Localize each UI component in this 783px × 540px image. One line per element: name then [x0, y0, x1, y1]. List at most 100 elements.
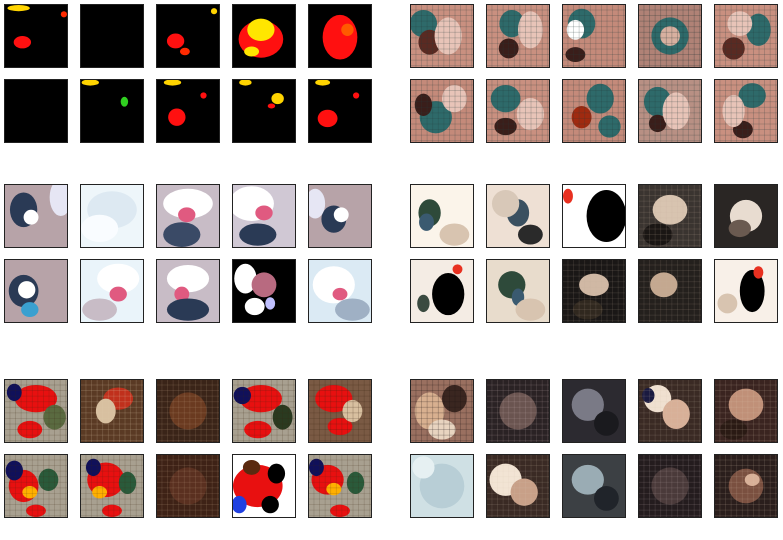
sample-image [563, 80, 625, 142]
sample-tile [410, 79, 474, 143]
color-blob [342, 399, 363, 423]
sample-image [5, 80, 67, 142]
color-blob [728, 219, 751, 238]
sample-image [563, 188, 625, 243]
sample-tile [156, 259, 220, 323]
color-blob [341, 23, 354, 36]
sample-tile [156, 454, 220, 518]
color-blob [163, 188, 213, 219]
color-blob [510, 478, 538, 506]
color-blob [22, 486, 38, 499]
color-blob [728, 388, 764, 421]
color-blob [335, 298, 370, 321]
sample-tile [562, 379, 626, 443]
sample-tile [4, 4, 68, 68]
sample-tile [156, 379, 220, 443]
sample-image [157, 380, 219, 442]
sample-tile [156, 4, 220, 68]
sample-image [8, 274, 39, 318]
color-blob [642, 388, 655, 403]
color-blob [166, 298, 210, 321]
color-blob [327, 417, 353, 436]
color-blob [586, 189, 625, 243]
sample-tile [714, 79, 778, 143]
sample-image [563, 5, 625, 67]
sample-image [487, 455, 549, 517]
color-blob [727, 11, 753, 36]
sample-tile [562, 259, 626, 323]
color-blob [442, 384, 467, 413]
sample-tile [714, 4, 778, 68]
color-blob [499, 9, 525, 38]
sample-tile [486, 79, 550, 143]
color-blob [746, 13, 771, 46]
sample-tile [232, 4, 296, 68]
sample-tile [232, 184, 296, 248]
sample-tile [638, 4, 702, 68]
sample-image [239, 80, 284, 109]
color-blob [717, 293, 738, 314]
color-blob [178, 207, 196, 223]
sample-image [238, 18, 284, 58]
color-blob [244, 297, 265, 316]
sample-tile [714, 454, 778, 518]
color-blob [414, 392, 445, 430]
color-blob [239, 384, 282, 413]
color-blob [261, 495, 279, 514]
color-blob [518, 224, 543, 245]
color-blob [120, 96, 129, 107]
sample-tile [410, 4, 474, 68]
sample-tile [80, 454, 144, 518]
sample-tile [80, 4, 144, 68]
sample-tile [638, 379, 702, 443]
sample-tile [308, 4, 372, 68]
sample-tile [410, 454, 474, 518]
sample-tile [638, 79, 702, 143]
color-blob [579, 273, 609, 296]
color-blob [317, 109, 338, 128]
sample-image [411, 5, 473, 67]
sample-image [233, 380, 295, 442]
color-blob [571, 464, 604, 495]
color-blob [244, 46, 260, 57]
sample-image [81, 5, 143, 67]
color-blob [200, 92, 207, 99]
color-blob [571, 106, 592, 129]
sample-tile [80, 79, 144, 143]
color-blob [166, 264, 210, 293]
color-blob [81, 80, 99, 86]
color-blob [309, 458, 324, 477]
color-blob [271, 93, 284, 105]
color-blob [168, 108, 186, 126]
sample-tile [486, 259, 550, 323]
sample-tile [232, 259, 296, 323]
color-blob [81, 214, 119, 243]
sample-image [9, 185, 67, 228]
sample-image [309, 188, 349, 233]
sample-image [5, 455, 67, 517]
color-blob [662, 92, 690, 130]
sample-tile [232, 379, 296, 443]
sample-tile [714, 259, 778, 323]
color-blob [648, 114, 667, 133]
sample-image [715, 80, 777, 142]
color-blob [315, 384, 353, 413]
color-blob [572, 299, 603, 320]
sample-image [315, 80, 360, 128]
color-blob [255, 205, 273, 221]
sample-tile [410, 259, 474, 323]
sample-tile [714, 184, 778, 248]
sample-image [157, 455, 219, 517]
color-blob [563, 188, 573, 204]
color-blob [21, 302, 39, 318]
sample-tile [232, 454, 296, 518]
sample-tile [486, 454, 550, 518]
color-blob [239, 80, 252, 86]
color-blob [239, 223, 277, 246]
color-blob [7, 5, 30, 12]
color-blob [738, 83, 766, 108]
color-blob [432, 273, 465, 316]
color-blob [82, 298, 117, 321]
sample-tile [562, 184, 626, 248]
color-blob [85, 458, 101, 477]
